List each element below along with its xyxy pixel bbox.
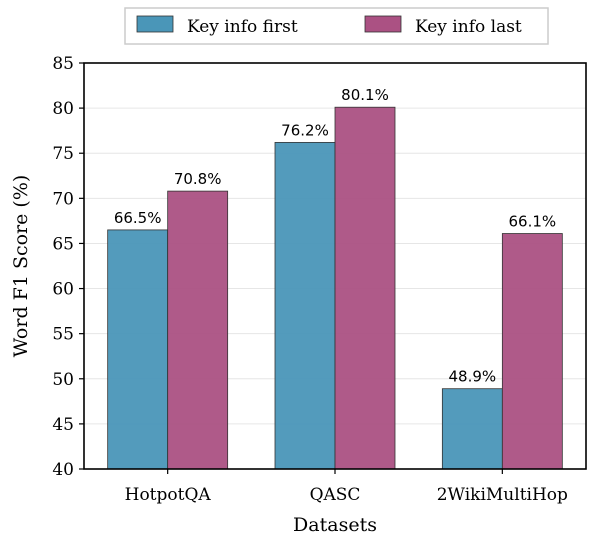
bar: [334, 106, 396, 470]
y-tick-label: 75: [52, 144, 74, 164]
y-tick-label: 45: [52, 415, 74, 435]
y-axis-ticks: 40 45 50 55 60 65 70 75 80 85: [52, 54, 84, 480]
bar: [167, 190, 229, 470]
bar-labels: 66.5% 76.2% 48.9% 70.8% 80.1% 66.1%: [114, 86, 556, 385]
y-tick-label: 60: [52, 280, 74, 300]
bar-value-label: 66.1%: [509, 213, 557, 231]
legend-box: [124, 7, 549, 45]
x-axis-title: Datasets: [293, 514, 377, 536]
bar: [441, 388, 503, 470]
y-tick-label: 50: [52, 370, 74, 390]
y-tick-label: 70: [52, 189, 74, 209]
legend: Key info first Key info last: [124, 7, 549, 45]
bar: [107, 229, 169, 470]
bar-value-label: 48.9%: [449, 368, 497, 386]
y-tick-label: 55: [52, 325, 74, 345]
bar-value-label: 80.1%: [341, 86, 389, 104]
y-tick-label: 80: [52, 99, 74, 119]
bar: [274, 141, 336, 470]
bar-value-label: 66.5%: [114, 209, 162, 227]
legend-label: Key info first: [187, 17, 298, 37]
legend-label: Key info last: [415, 17, 522, 37]
y-tick-label: 85: [52, 54, 74, 74]
x-tick-label: HotpotQA: [125, 485, 212, 505]
y-tick-label: 65: [52, 234, 74, 254]
bar-value-label: 70.8%: [174, 170, 222, 188]
y-axis-title: Word F1 Score (%): [10, 175, 32, 358]
bar-value-label: 76.2%: [281, 121, 329, 139]
x-tick-label: QASC: [310, 485, 361, 505]
legend-swatch: [364, 15, 402, 33]
x-axis-ticks: HotpotQA QASC 2WikiMultiHop: [125, 469, 568, 505]
bar: [501, 233, 563, 470]
legend-swatch: [136, 15, 174, 33]
x-tick-label: 2WikiMultiHop: [437, 485, 568, 505]
y-tick-label: 40: [52, 460, 74, 480]
